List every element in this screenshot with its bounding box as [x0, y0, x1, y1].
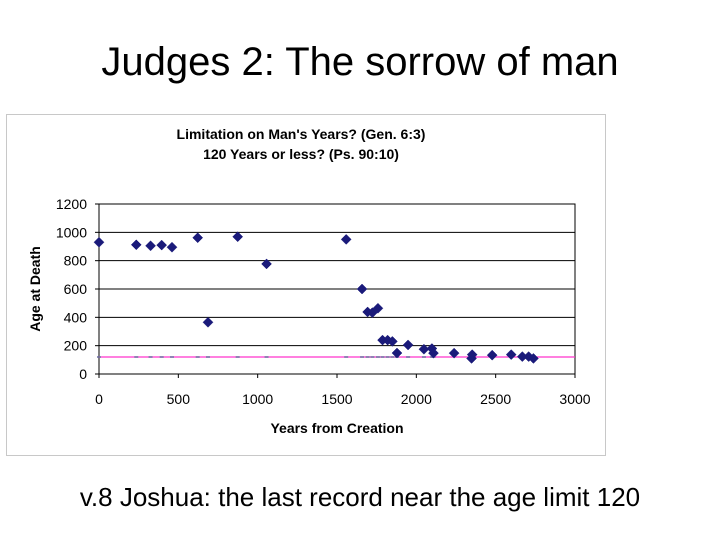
data-point [387, 336, 398, 347]
x-tick-label: 0 [95, 391, 103, 407]
data-point [466, 349, 478, 360]
data-point [232, 231, 244, 243]
y-tick-label: 0 [79, 366, 87, 382]
data-point [192, 232, 204, 244]
data-point [130, 239, 142, 251]
gridlines [99, 231, 575, 347]
data-point [418, 343, 430, 355]
y-tick-label: 800 [64, 253, 88, 269]
y-axis-label: Age at Death [27, 246, 43, 332]
x-axis-ticks: 0 500 1000 1500 2000 2500 3000 [95, 374, 591, 407]
y-tick-label: 200 [64, 338, 88, 354]
x-tick-label: 1500 [321, 391, 352, 407]
y-axis-ticks: 0 200 400 600 800 1000 1200 [56, 196, 99, 382]
x-axis-label: Years from Creation [270, 420, 403, 436]
x-tick-label: 500 [167, 391, 191, 407]
data-point [428, 347, 439, 359]
slide-caption: v.8 Joshua: the last record near the age… [79, 482, 641, 512]
data-point [486, 349, 498, 361]
x-tick-label: 2500 [480, 391, 511, 407]
data-point [372, 302, 384, 314]
data-point [391, 347, 403, 359]
x-tick-label: 2000 [401, 391, 432, 407]
data-point [145, 240, 156, 252]
chart-panel: Limitation on Man's Years? (Gen. 6:3) 12… [6, 114, 606, 456]
y-tick-label: 400 [64, 309, 88, 325]
data-point [448, 347, 460, 359]
data-point [402, 339, 414, 351]
chart-title-line-1: Limitation on Man's Years? (Gen. 6:3) [177, 126, 426, 142]
x-tick-label: 1000 [242, 391, 273, 407]
data-point [528, 353, 539, 364]
data-point [261, 258, 272, 270]
x-tick-label: 3000 [559, 391, 590, 407]
data-point [156, 239, 168, 251]
y-tick-label: 1000 [56, 224, 87, 240]
data-point [202, 316, 214, 328]
data-point [340, 234, 352, 245]
data-point [505, 349, 517, 360]
chart-title-line-2: 120 Years or less? (Ps. 90:10) [203, 146, 399, 162]
data-point [93, 236, 105, 248]
y-tick-label: 600 [64, 281, 88, 297]
slide-title: Judges 2: The sorrow of man [101, 40, 619, 84]
data-points [93, 231, 539, 364]
scatter-chart: Limitation on Man's Years? (Gen. 6:3) 12… [27, 126, 591, 436]
data-point [166, 241, 178, 253]
y-tick-label: 1200 [56, 196, 87, 212]
data-point [356, 283, 368, 295]
